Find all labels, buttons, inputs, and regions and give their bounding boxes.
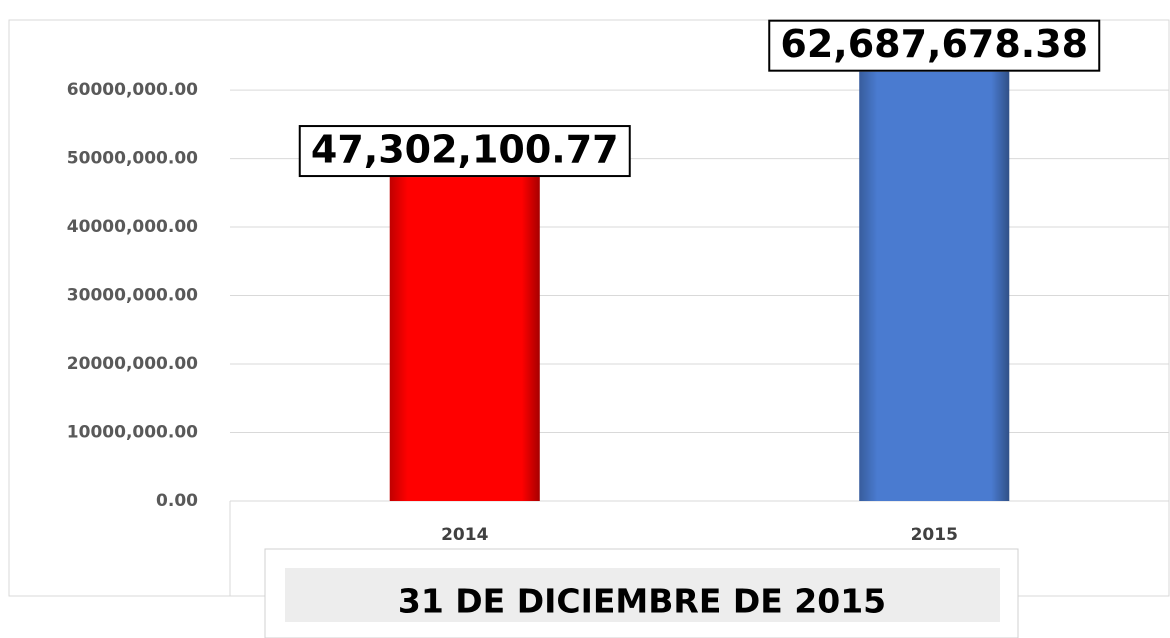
- bar-shade: [389, 177, 540, 501]
- y-tick-label: 50000,000.00: [67, 149, 198, 169]
- footer-inner: [285, 568, 1000, 622]
- x-tick-label: 2014: [441, 525, 488, 545]
- y-tick-label: 0.00: [156, 491, 198, 511]
- y-tick-label: 30000,000.00: [67, 286, 198, 306]
- y-tick-label: 60000,000.00: [67, 80, 198, 100]
- value-label: 62,687,678.38: [780, 22, 1088, 66]
- y-tick-label: 10000,000.00: [67, 423, 198, 443]
- value-label-box: [768, 19, 1101, 72]
- y-tick-label: 20000,000.00: [67, 354, 198, 374]
- value-label: 47,302,100.77: [311, 128, 619, 172]
- x-tick-label: 2015: [911, 525, 958, 545]
- plot: 0.00 10000,000.00 20000,000.00 30000,000.00…: [67, 19, 1169, 596]
- footer-text: 31 DE DICIEMBRE DE 2015: [398, 582, 886, 621]
- bar-shade: [859, 71, 1010, 501]
- y-tick-label: 40000,000.00: [67, 217, 198, 237]
- value-label-box: [298, 125, 631, 178]
